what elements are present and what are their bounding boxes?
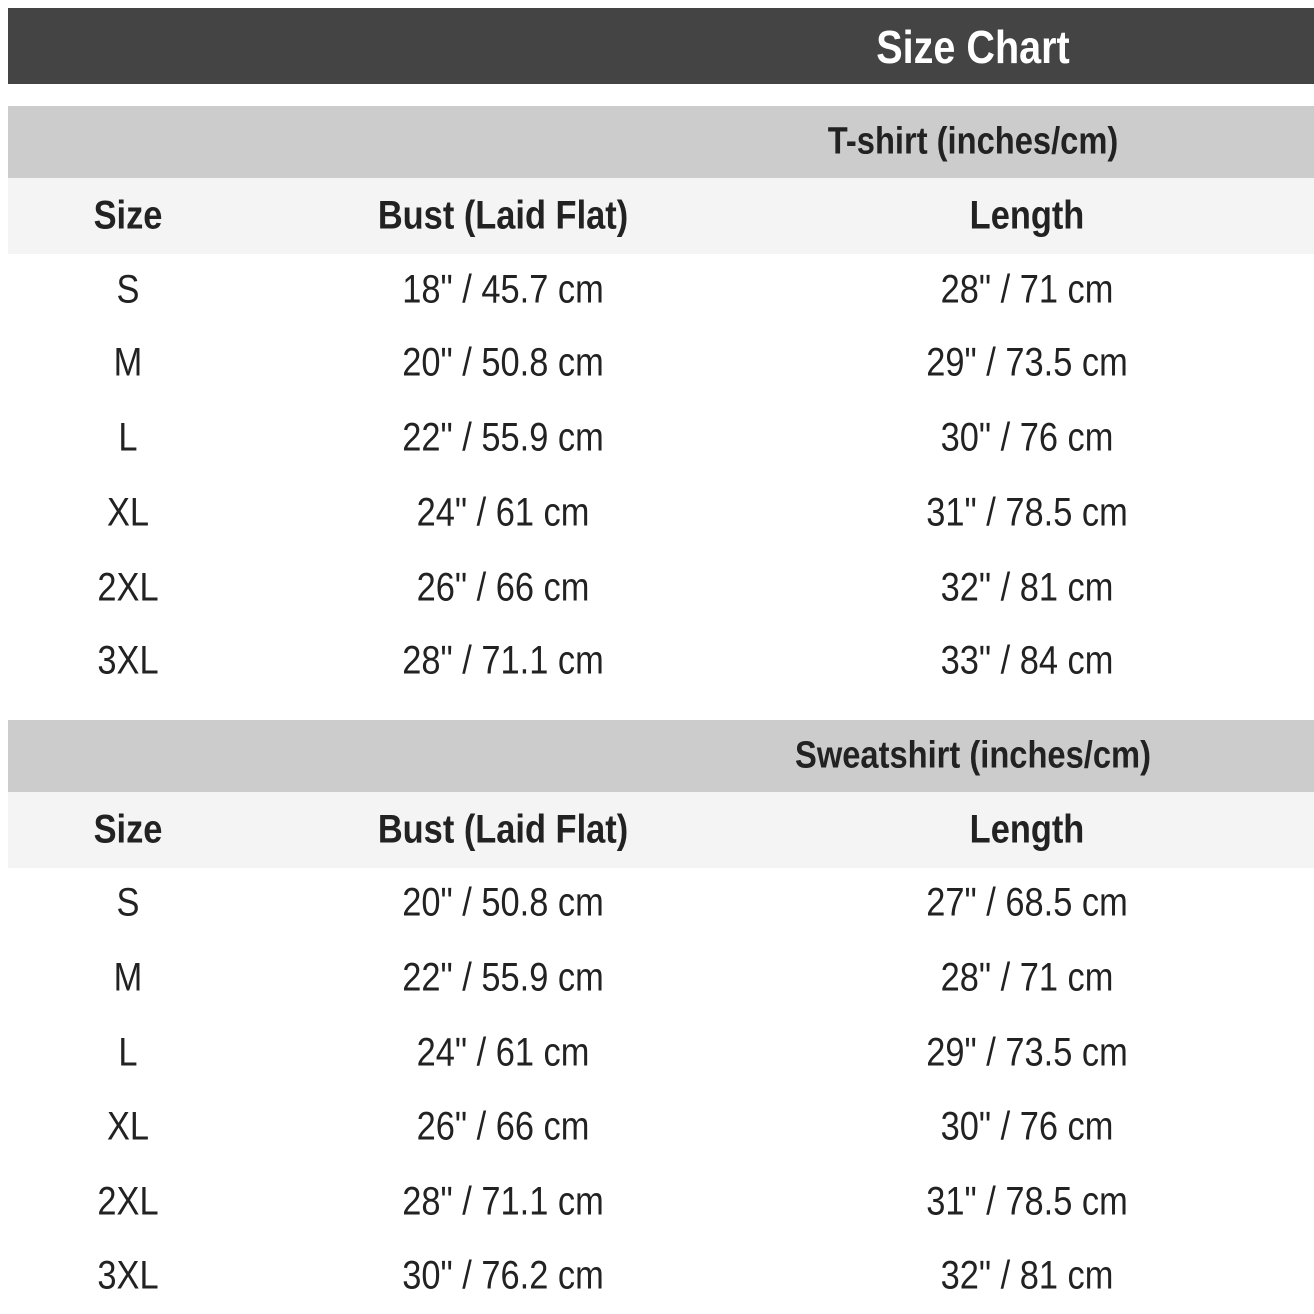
table-cell: 29" / 73.5 cm [926, 1030, 1128, 1075]
table-cell: 22" / 55.9 cm [402, 415, 604, 460]
header-row [8, 178, 1314, 254]
table-cell: S [116, 267, 140, 312]
table-cell: 31" / 78.5 cm [926, 490, 1128, 535]
table-cell: 3XL [97, 638, 159, 683]
section-title: Sweatshirt (inches/cm) [795, 734, 1151, 777]
table-cell: 22" / 55.9 cm [402, 955, 604, 1000]
table-cell: 30" / 76.2 cm [402, 1253, 604, 1298]
table-cell: 31" / 78.5 cm [926, 1179, 1128, 1224]
table-cell: XL [106, 490, 150, 535]
table-cell: 33" / 84 cm [940, 638, 1114, 683]
table-cell: 18" / 45.7 cm [402, 267, 604, 312]
table-cell: 20" / 50.8 cm [402, 880, 604, 925]
title-bar [8, 8, 1314, 84]
page-title: Size Chart [876, 21, 1070, 73]
header-row [8, 792, 1314, 868]
table-cell: 24" / 61 cm [416, 490, 590, 535]
column-header: Size [93, 807, 163, 852]
table-cell: 28" / 71.1 cm [402, 638, 604, 683]
table-cell: M [113, 340, 143, 385]
table-cell: S [116, 880, 140, 925]
column-header: Length [969, 193, 1085, 238]
table-cell: 2XL [97, 565, 159, 610]
table-cell: 26" / 66 cm [416, 1104, 590, 1149]
section-bar [8, 106, 1314, 178]
table-cell: 32" / 81 cm [940, 1253, 1114, 1298]
table-cell: 26" / 66 cm [416, 565, 590, 610]
table-cell: L [118, 415, 138, 460]
table-cell: 20" / 50.8 cm [402, 340, 604, 385]
table-cell: 27" / 68.5 cm [926, 880, 1128, 925]
table-cell: 2XL [97, 1179, 159, 1224]
table-cell: L [118, 1030, 138, 1075]
column-header: Bust (Laid Flat) [377, 193, 629, 238]
column-header: Bust (Laid Flat) [377, 807, 629, 852]
table-cell: 32" / 81 cm [940, 565, 1114, 610]
column-header: Length [969, 807, 1085, 852]
table-cell: 30" / 76 cm [940, 415, 1114, 460]
column-header: Size [93, 193, 163, 238]
table-cell: 28" / 71 cm [940, 267, 1114, 312]
table-cell: 3XL [97, 1253, 159, 1298]
table-cell: 28" / 71 cm [940, 955, 1114, 1000]
section-title: T-shirt (inches/cm) [827, 120, 1119, 163]
section-bar [8, 720, 1314, 792]
table-cell: 30" / 76 cm [940, 1104, 1114, 1149]
table-cell: 24" / 61 cm [416, 1030, 590, 1075]
table-cell: 29" / 73.5 cm [926, 340, 1128, 385]
table-cell: 28" / 71.1 cm [402, 1179, 604, 1224]
table-cell: XL [106, 1104, 150, 1149]
table-cell: M [113, 955, 143, 1000]
